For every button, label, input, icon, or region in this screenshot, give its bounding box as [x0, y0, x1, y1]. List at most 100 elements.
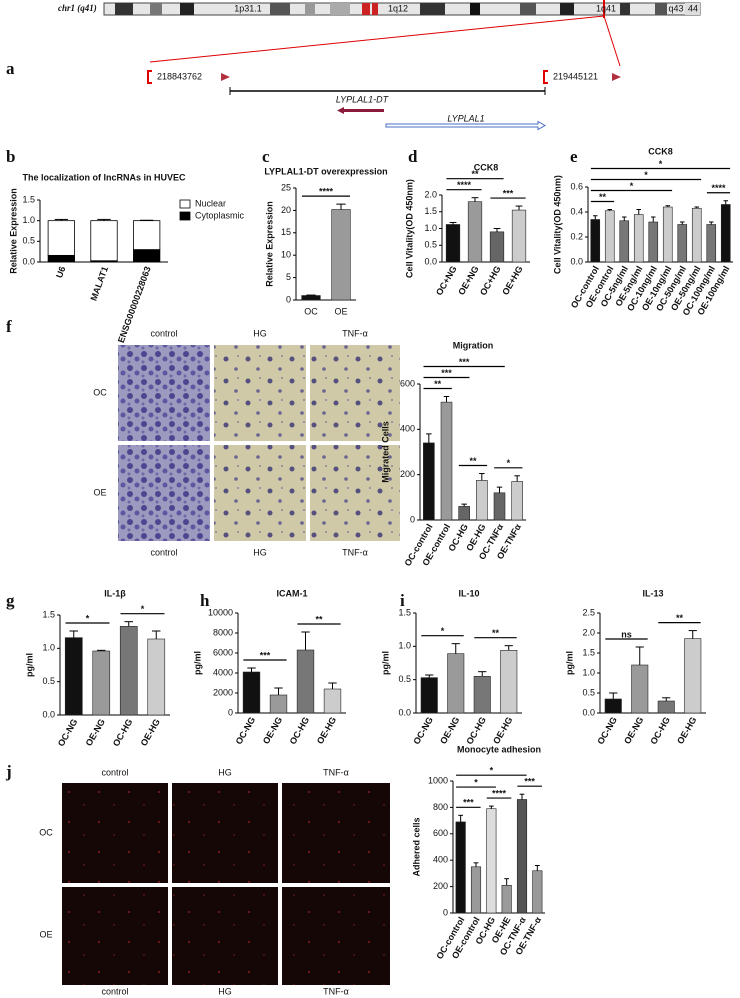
- x-tick-label: OC-HG: [648, 715, 672, 746]
- y-axis-label: Migrated Cells: [380, 421, 390, 483]
- panel-label: h: [200, 591, 210, 610]
- band-label: 1p31.1: [234, 3, 262, 13]
- y-tick-label: 200: [400, 469, 415, 479]
- bar: [119, 626, 138, 716]
- x-tick-label: OE-HG: [491, 715, 514, 746]
- zoom-line: [603, 15, 621, 67]
- x-tick-label: OC-HG: [288, 715, 312, 746]
- y-tick-label: 1.0: [42, 643, 55, 653]
- legend-swatch: [179, 199, 191, 209]
- significance-label: ***: [503, 188, 514, 198]
- panel-label: c: [262, 147, 270, 166]
- significance-label: *: [141, 604, 145, 614]
- y-axis-label: pg/ml: [564, 651, 574, 675]
- x-tick-label: OE-HG: [315, 715, 338, 746]
- x-tick-label: ENSG00000228063: [116, 265, 153, 344]
- y-tick-label: 2.0: [582, 627, 595, 637]
- bar: [92, 650, 111, 716]
- significance-label: ****: [319, 187, 334, 197]
- start-coordinate: 218843762: [157, 71, 202, 81]
- band-label: 44: [688, 3, 698, 13]
- significance-label: **: [599, 192, 607, 202]
- panel-label: a: [6, 59, 15, 78]
- y-tick-label: 1.5: [424, 206, 437, 216]
- bar: [691, 207, 702, 263]
- bar-segment: [133, 220, 161, 251]
- x-tick-label: OC+NG: [434, 264, 459, 297]
- row-label: OC: [39, 827, 53, 837]
- y-tick-label: 0: [286, 294, 291, 304]
- row-label: OC: [93, 387, 107, 397]
- column-label: TNF-α: [342, 328, 368, 338]
- bar: [64, 637, 83, 716]
- bar: [720, 204, 731, 263]
- significance-label: ***: [524, 777, 535, 787]
- y-tick-label: 1.5: [22, 194, 35, 204]
- x-tick-label: OE+HG: [500, 264, 525, 297]
- gene-label: LYPLAL1-DT: [336, 94, 390, 104]
- column-label: TNF-α: [323, 986, 349, 996]
- column-label: HG: [218, 767, 232, 777]
- significance-label: **: [315, 614, 323, 624]
- legend-label: Nuclear: [195, 198, 226, 208]
- significance-label: **: [471, 169, 479, 179]
- chart-title: CCK8: [474, 162, 499, 172]
- y-axis-label: pg/ml: [24, 653, 34, 677]
- bar: [648, 221, 659, 263]
- significance-label: **: [492, 628, 500, 638]
- column-label: control: [150, 328, 177, 338]
- y-tick-label: 0.4: [570, 206, 583, 216]
- x-tick-label: OC-NG: [56, 717, 80, 748]
- significance-label: ns: [621, 629, 632, 639]
- y-tick-label: 2000: [213, 687, 233, 697]
- y-axis-label: Relative Expression: [8, 188, 18, 274]
- y-tick-label: 0.0: [22, 256, 35, 266]
- y-tick-label: 400: [433, 855, 448, 865]
- y-tick-label: 0.0: [42, 709, 55, 719]
- y-tick-label: 0.5: [42, 676, 55, 686]
- panel-label: b: [6, 147, 15, 166]
- y-tick-label: 15: [281, 227, 291, 237]
- chart-title: IL-1β: [104, 588, 126, 598]
- x-tick-label: OC-HG: [464, 715, 488, 746]
- chart-title: Migration: [453, 340, 494, 350]
- bar: [631, 664, 649, 714]
- x-tick-label: OE-NG: [84, 717, 107, 748]
- significance-label: ****: [711, 183, 726, 193]
- y-tick-label: 2.5: [582, 607, 595, 617]
- bar: [473, 676, 491, 714]
- significance-label: *: [490, 766, 494, 776]
- bar-segment: [47, 254, 75, 263]
- y-axis-label: Relative Expression: [264, 201, 274, 287]
- chart-title: Monocyte adhesion: [457, 744, 541, 754]
- y-tick-label: 1.0: [22, 215, 35, 225]
- band-label: q43: [668, 3, 683, 13]
- y-tick-label: 1.5: [398, 607, 411, 617]
- chart-title: IL-10: [458, 588, 479, 598]
- x-tick-label: OC+HG: [478, 264, 503, 297]
- bar: [467, 201, 483, 263]
- significance-label: *: [630, 181, 634, 191]
- y-tick-label: 2.0: [424, 189, 437, 199]
- significance-label: **: [469, 456, 477, 466]
- band-label: 1q41: [596, 3, 616, 13]
- panel-label: d: [408, 147, 418, 166]
- significance-label: **: [676, 613, 684, 623]
- bar: [532, 870, 543, 914]
- bar: [486, 808, 497, 914]
- column-label: control: [101, 986, 128, 996]
- bar: [269, 694, 288, 714]
- bar: [706, 224, 717, 263]
- y-tick-label: 800: [433, 802, 448, 812]
- bar: [684, 638, 702, 714]
- column-label: HG: [253, 547, 267, 557]
- y-tick-label: 5: [286, 272, 291, 282]
- y-tick-label: 0.0: [582, 707, 595, 717]
- x-tick-label: U6: [54, 265, 67, 279]
- bar: [590, 219, 601, 263]
- significance-label: *: [659, 159, 663, 169]
- bar-segment: [90, 220, 118, 262]
- y-tick-label: 1.0: [582, 667, 595, 677]
- column-label: HG: [218, 986, 232, 996]
